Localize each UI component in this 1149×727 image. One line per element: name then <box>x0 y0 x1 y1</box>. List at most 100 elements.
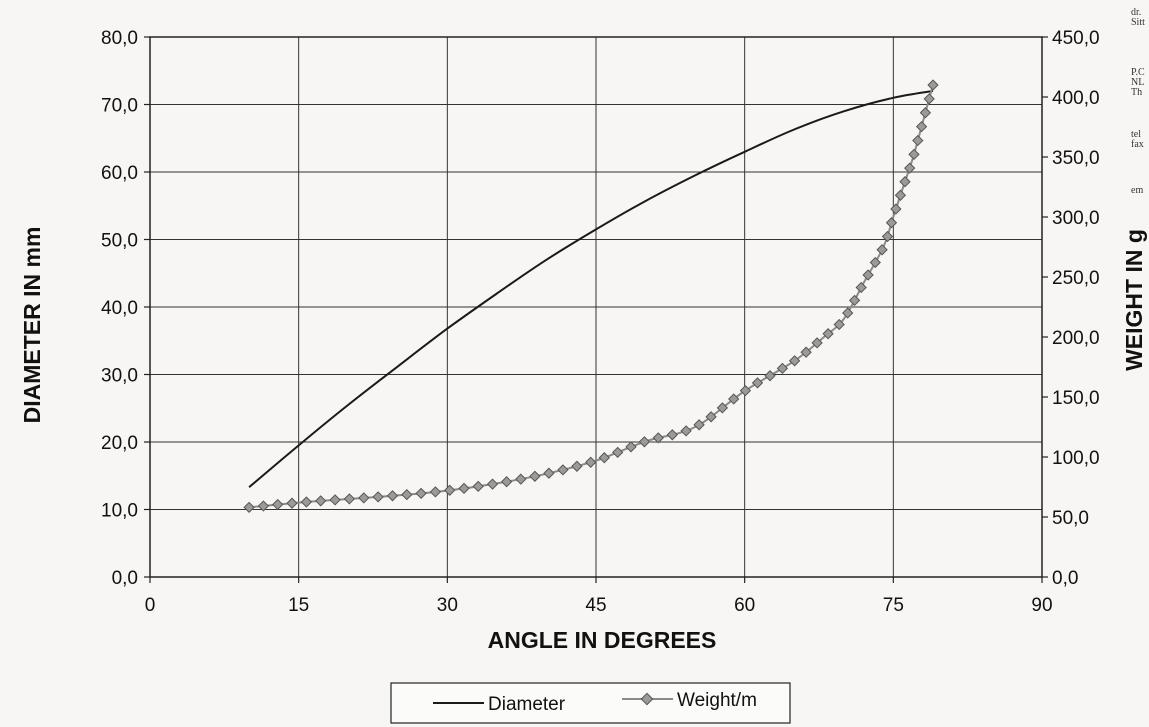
y2-tick-label-3: 150,0 <box>1052 388 1100 409</box>
series-1-marker <box>908 148 920 161</box>
y-tick-label-4: 40,0 <box>101 298 138 319</box>
series-1-marker <box>358 492 370 504</box>
series-1-marker <box>625 441 637 453</box>
series-1-marker <box>693 419 705 431</box>
y2-tick-label-4: 200,0 <box>1052 328 1100 349</box>
y2-tick-label-5: 250,0 <box>1052 268 1100 289</box>
y-tick-label-2: 20,0 <box>101 433 138 454</box>
series-1-marker <box>842 307 854 319</box>
series-1-marker <box>869 256 881 269</box>
side-note-3: tel fax <box>1131 130 1144 150</box>
series-1-marker <box>612 446 624 459</box>
series-1-marker <box>894 189 907 201</box>
y2-tick-label-1: 50,0 <box>1052 508 1089 529</box>
series-1-marker <box>272 498 284 511</box>
series-1-marker <box>764 370 776 382</box>
series-1-marker <box>557 464 569 476</box>
series-1-marker <box>876 244 888 256</box>
x-axis-ticks: 0 15 30 45 60 75 90 <box>145 577 1053 616</box>
series-1-marker <box>415 487 427 500</box>
series-1-marker <box>472 480 484 493</box>
series-1-marker <box>912 134 924 147</box>
series-1-marker <box>919 107 932 119</box>
series-1-marker <box>899 176 911 188</box>
series-1-marker <box>705 411 717 423</box>
y2-tick-label-2: 100,0 <box>1052 448 1100 469</box>
side-note-1: dr. Sitt <box>1131 8 1145 28</box>
x-tick-label-75: 75 <box>883 595 904 616</box>
series-1-marker <box>890 203 902 215</box>
side-note-4: em <box>1131 186 1144 196</box>
series-1-marker <box>638 436 651 448</box>
series-1-marker <box>343 493 356 505</box>
series-1-marker <box>822 328 834 340</box>
series-1-marker <box>386 490 399 502</box>
legend-diameter-label: Diameter <box>488 694 566 715</box>
series-1-marker <box>680 425 692 437</box>
series-1-marker <box>855 281 867 294</box>
y2-tick-label-7: 350,0 <box>1052 148 1100 169</box>
x-tick-label-60: 60 <box>734 595 755 616</box>
series-1-marker <box>598 452 610 464</box>
series-1-marker <box>315 495 327 507</box>
series-1-marker <box>429 486 442 498</box>
series-1-marker <box>243 501 255 514</box>
y2-tick-label-6: 300,0 <box>1052 208 1100 229</box>
y2-tick-label-0: 0,0 <box>1052 568 1078 589</box>
series-1-marker <box>444 484 456 496</box>
series-line-1 <box>249 84 934 509</box>
y2-axis-ticks: 0,0 50,0 100,0 150,0 200,0 250,0 300,0 350,0 400… <box>1042 28 1100 589</box>
series-1-marker <box>885 217 898 229</box>
y-tick-label-1: 10,0 <box>101 501 138 522</box>
series-1-marker <box>915 120 928 133</box>
series-1-marker <box>286 497 298 509</box>
series-1-marker <box>500 476 513 488</box>
series-layer <box>243 79 939 514</box>
series-1-marker <box>923 93 935 105</box>
series-1-marker <box>585 456 597 468</box>
series-1-marker <box>739 384 752 397</box>
x-tick-label-90: 90 <box>1031 595 1052 616</box>
y-axis-ticks: 0,0 10,0 20,0 30,0 40,0 50,0 60,0 70,0 80,0 <box>101 28 150 589</box>
y2-axis-title: WEIGHT IN g <box>1121 229 1147 371</box>
series-1-marker <box>543 467 555 479</box>
series-1-marker <box>716 402 729 414</box>
y2-tick-label-8: 400,0 <box>1052 88 1100 109</box>
series-1-marker <box>904 162 916 174</box>
series-1-marker <box>300 496 313 508</box>
series-1-marker <box>862 269 874 281</box>
series-1-marker <box>833 318 845 331</box>
series-1-marker <box>788 355 801 367</box>
grid <box>150 37 1042 577</box>
series-1-marker <box>776 362 789 375</box>
y-axis-title: DIAMETER IN mm <box>19 227 45 424</box>
series-1-marker <box>800 346 812 358</box>
series-1-marker <box>652 432 664 444</box>
series-1-marker <box>571 460 583 472</box>
y-tick-label-7: 70,0 <box>101 96 138 117</box>
series-line-0 <box>248 90 934 488</box>
series-1-marker <box>257 500 270 512</box>
series-1-marker <box>848 294 861 307</box>
y-tick-label-8: 80,0 <box>101 28 138 49</box>
y2-tick-label-9: 450,0 <box>1052 28 1100 49</box>
series-1-marker <box>458 482 470 495</box>
x-tick-label-30: 30 <box>437 595 458 616</box>
legend-weight-marker <box>640 692 654 706</box>
series-1-marker <box>751 377 764 389</box>
x-tick-label-0: 0 <box>145 595 156 616</box>
x-tick-label-15: 15 <box>288 595 309 616</box>
series-1-marker <box>515 473 527 485</box>
series-1-marker <box>881 230 894 243</box>
y-tick-label-3: 30,0 <box>101 366 138 387</box>
series-1-marker <box>329 494 341 506</box>
series-1-marker <box>529 470 541 482</box>
x-tick-label-45: 45 <box>585 595 606 616</box>
x-axis-title: ANGLE IN DEGREES <box>488 627 717 653</box>
series-1-marker <box>372 491 384 503</box>
series-1-marker <box>927 79 939 91</box>
series-1-marker <box>666 429 678 441</box>
y-tick-label-6: 60,0 <box>101 163 138 184</box>
y-tick-label-5: 50,0 <box>101 231 138 252</box>
